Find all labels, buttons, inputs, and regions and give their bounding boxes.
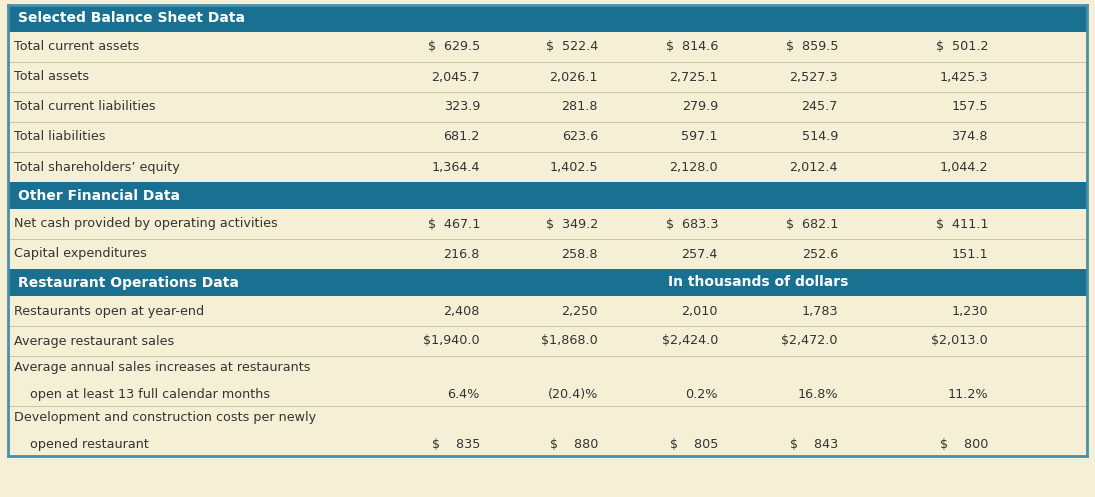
Text: Restaurants open at year-end: Restaurants open at year-end	[14, 305, 204, 318]
Text: 2,128.0: 2,128.0	[669, 161, 718, 173]
Text: (20.4)%: (20.4)%	[548, 388, 598, 401]
Text: 623.6: 623.6	[562, 131, 598, 144]
Text: $  522.4: $ 522.4	[545, 40, 598, 54]
Text: $1,868.0: $1,868.0	[541, 334, 598, 347]
Text: opened restaurant: opened restaurant	[14, 438, 149, 451]
Text: 597.1: 597.1	[681, 131, 718, 144]
Text: 2,045.7: 2,045.7	[431, 71, 480, 83]
Text: Capital expenditures: Capital expenditures	[14, 248, 147, 260]
Text: 2,250: 2,250	[562, 305, 598, 318]
Text: 2,026.1: 2,026.1	[550, 71, 598, 83]
Text: 279.9: 279.9	[682, 100, 718, 113]
Text: $  683.3: $ 683.3	[666, 218, 718, 231]
Text: Other Financial Data: Other Financial Data	[18, 188, 180, 202]
Bar	[8, 239, 1087, 269]
Bar	[8, 326, 1087, 356]
Text: $2,424.0: $2,424.0	[661, 334, 718, 347]
Bar	[8, 62, 1087, 92]
Bar	[8, 209, 1087, 239]
Text: $2,013.0: $2,013.0	[931, 334, 988, 347]
Text: 1,425.3: 1,425.3	[940, 71, 988, 83]
Text: Total current assets: Total current assets	[14, 40, 139, 54]
Bar	[8, 152, 1087, 182]
Text: 1,402.5: 1,402.5	[550, 161, 598, 173]
Text: $    805: $ 805	[670, 438, 718, 451]
Text: 157.5: 157.5	[952, 100, 988, 113]
Text: $    843: $ 843	[789, 438, 838, 451]
Text: 2,408: 2,408	[443, 305, 480, 318]
Bar	[8, 269, 1087, 296]
Text: $    800: $ 800	[940, 438, 988, 451]
Text: 374.8: 374.8	[952, 131, 988, 144]
Text: $  501.2: $ 501.2	[935, 40, 988, 54]
Text: $  814.6: $ 814.6	[666, 40, 718, 54]
Text: 151.1: 151.1	[952, 248, 988, 260]
Text: 252.6: 252.6	[802, 248, 838, 260]
Text: $1,940.0: $1,940.0	[424, 334, 480, 347]
Text: $  411.1: $ 411.1	[935, 218, 988, 231]
Text: $  629.5: $ 629.5	[428, 40, 480, 54]
Bar	[8, 356, 1087, 406]
Text: Total assets: Total assets	[14, 71, 89, 83]
Text: Total current liabilities: Total current liabilities	[14, 100, 155, 113]
Text: 11.2%: 11.2%	[947, 388, 988, 401]
Text: 681.2: 681.2	[443, 131, 480, 144]
Text: In thousands of dollars: In thousands of dollars	[668, 275, 849, 289]
Text: $  682.1: $ 682.1	[785, 218, 838, 231]
Text: Selected Balance Sheet Data: Selected Balance Sheet Data	[18, 11, 245, 25]
Text: Total shareholders’ equity: Total shareholders’ equity	[14, 161, 180, 173]
Text: 16.8%: 16.8%	[797, 388, 838, 401]
Text: 258.8: 258.8	[562, 248, 598, 260]
Text: Total liabilities: Total liabilities	[14, 131, 105, 144]
Text: Development and construction costs per newly: Development and construction costs per n…	[14, 411, 316, 424]
Text: 216.8: 216.8	[443, 248, 480, 260]
Text: 1,230: 1,230	[952, 305, 988, 318]
Text: $    880: $ 880	[550, 438, 598, 451]
Text: 2,010: 2,010	[681, 305, 718, 318]
Text: $  859.5: $ 859.5	[785, 40, 838, 54]
Text: 2,725.1: 2,725.1	[669, 71, 718, 83]
Text: 0.2%: 0.2%	[685, 388, 718, 401]
Text: $  467.1: $ 467.1	[428, 218, 480, 231]
Bar	[8, 406, 1087, 456]
Text: 2,527.3: 2,527.3	[789, 71, 838, 83]
Text: Average annual sales increases at restaurants: Average annual sales increases at restau…	[14, 361, 311, 374]
Text: 1,364.4: 1,364.4	[431, 161, 480, 173]
Bar	[8, 32, 1087, 62]
Bar	[8, 182, 1087, 209]
Text: $  349.2: $ 349.2	[545, 218, 598, 231]
Text: 257.4: 257.4	[681, 248, 718, 260]
Text: open at least 13 full calendar months: open at least 13 full calendar months	[14, 388, 270, 401]
Text: 6.4%: 6.4%	[448, 388, 480, 401]
Text: 514.9: 514.9	[802, 131, 838, 144]
Text: Average restaurant sales: Average restaurant sales	[14, 334, 174, 347]
Text: 281.8: 281.8	[562, 100, 598, 113]
Text: 245.7: 245.7	[802, 100, 838, 113]
Text: $2,472.0: $2,472.0	[782, 334, 838, 347]
Text: 2,012.4: 2,012.4	[789, 161, 838, 173]
Text: 1,044.2: 1,044.2	[940, 161, 988, 173]
Text: 1,783: 1,783	[802, 305, 838, 318]
Bar	[8, 122, 1087, 152]
Text: Restaurant Operations Data: Restaurant Operations Data	[18, 275, 239, 289]
Text: Net cash provided by operating activities: Net cash provided by operating activitie…	[14, 218, 278, 231]
Bar	[8, 5, 1087, 32]
Bar	[8, 296, 1087, 326]
Text: 323.9: 323.9	[443, 100, 480, 113]
Bar	[8, 92, 1087, 122]
Text: $    835: $ 835	[431, 438, 480, 451]
